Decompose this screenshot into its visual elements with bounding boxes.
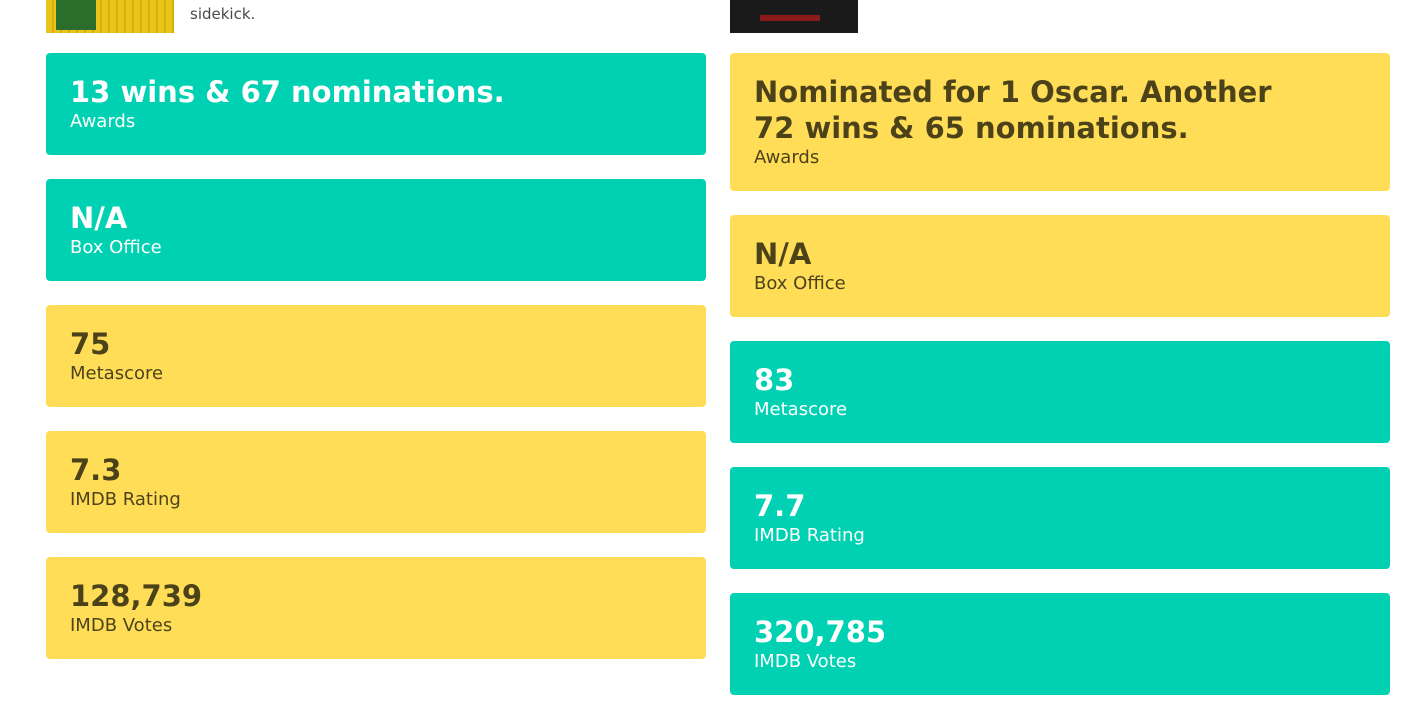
stat-value: 320,785 xyxy=(754,615,887,649)
stat-value: 83 xyxy=(754,363,795,397)
stat-label: IMDB Rating xyxy=(754,525,865,546)
stat-value: N/A xyxy=(754,237,812,271)
stat-label: Metascore xyxy=(754,399,848,420)
stat-label: IMDB Rating xyxy=(70,489,181,510)
stat-label: Box Office xyxy=(70,237,162,258)
stat-label: Awards xyxy=(754,147,820,168)
stat-value: 7.7 xyxy=(754,489,806,523)
stat-card: 128,739 IMDB Votes xyxy=(46,557,706,659)
stat-card: 75 Metascore xyxy=(46,305,706,407)
stat-card: Nominated for 1 Oscar. Another 72 wins &… xyxy=(730,53,1390,191)
stats-column: Nominated for 1 Oscar. Another 72 wins &… xyxy=(730,53,1390,719)
stat-card: N/A Box Office xyxy=(46,179,706,281)
stat-label: Box Office xyxy=(754,273,846,294)
stat-card: 320,785 IMDB Votes xyxy=(730,593,1390,695)
movie-poster xyxy=(46,0,174,33)
stat-card: 13 wins & 67 nominations. Awards xyxy=(46,53,706,155)
stat-value: Nominated for 1 Oscar. Another 72 wins &… xyxy=(754,75,1272,145)
stat-value: 75 xyxy=(70,327,111,361)
stat-card: N/A Box Office xyxy=(730,215,1390,317)
movie-poster xyxy=(730,0,858,33)
stat-card: 7.7 IMDB Rating xyxy=(730,467,1390,569)
stat-label: IMDB Votes xyxy=(70,615,173,636)
movie-summary: sidekick. xyxy=(190,5,256,23)
stat-value: 13 wins & 67 nominations. xyxy=(70,75,505,109)
stat-card: 7.3 IMDB Rating xyxy=(46,431,706,533)
stat-value: 128,739 xyxy=(70,579,203,613)
stat-label: IMDB Votes xyxy=(754,651,857,672)
stat-card: 83 Metascore xyxy=(730,341,1390,443)
stats-column: 13 wins & 67 nominations. Awards N/A Box Of… xyxy=(46,53,706,683)
stat-label: Metascore xyxy=(70,363,164,384)
stat-label: Awards xyxy=(70,111,136,132)
stat-value: N/A xyxy=(70,201,128,235)
stat-value: 7.3 xyxy=(70,453,122,487)
